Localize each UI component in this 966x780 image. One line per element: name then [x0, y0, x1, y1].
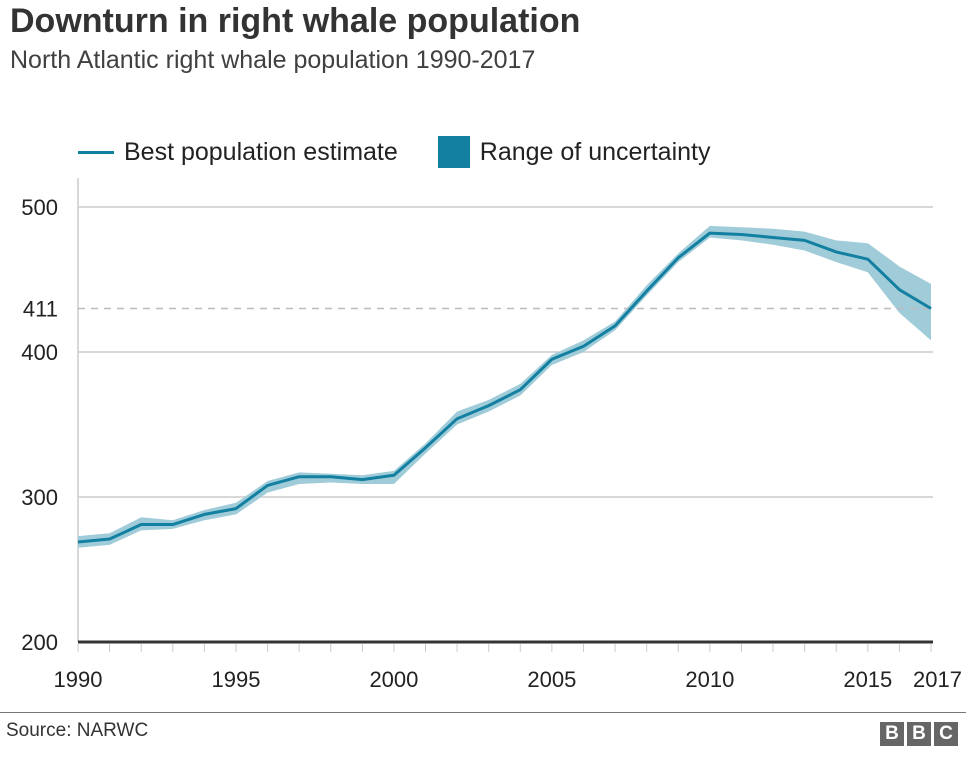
legend-line-swatch	[78, 150, 114, 154]
y-tick-label: 500	[21, 195, 58, 220]
population-line	[77, 231, 932, 544]
uncertainty-band	[78, 225, 931, 548]
legend-band-swatch	[437, 136, 470, 168]
y-tick-label: 400	[21, 340, 58, 365]
y-tick-label: 300	[21, 485, 58, 510]
x-tick-label: 2005	[527, 667, 576, 692]
legend: Best population estimate Range of uncert…	[78, 136, 710, 168]
x-tick-label: 1995	[211, 667, 260, 692]
y-tick-label: 200	[21, 630, 58, 655]
reference-line-label: 411	[23, 297, 58, 322]
x-tick-label: 2015	[843, 667, 892, 692]
x-tick-label: 1990	[54, 667, 103, 692]
chart-subtitle: North Atlantic right whale population 19…	[10, 46, 536, 74]
x-tick-label: 2010	[685, 667, 734, 692]
x-tick-label: 2000	[369, 667, 418, 692]
chart-plot: 200 300 400 500 411 1990 1995 2000 2005 2010 2015 2…	[21, 178, 962, 692]
footer-divider	[0, 712, 966, 713]
legend-line-label: Best population estimate	[124, 137, 398, 166]
chart-title: Downturn in right whale population	[10, 2, 581, 40]
legend-band-label: Range of uncertainty	[479, 137, 711, 166]
source-note: Source: NARWC	[6, 720, 149, 741]
x-tick-label: 2017	[913, 667, 962, 692]
